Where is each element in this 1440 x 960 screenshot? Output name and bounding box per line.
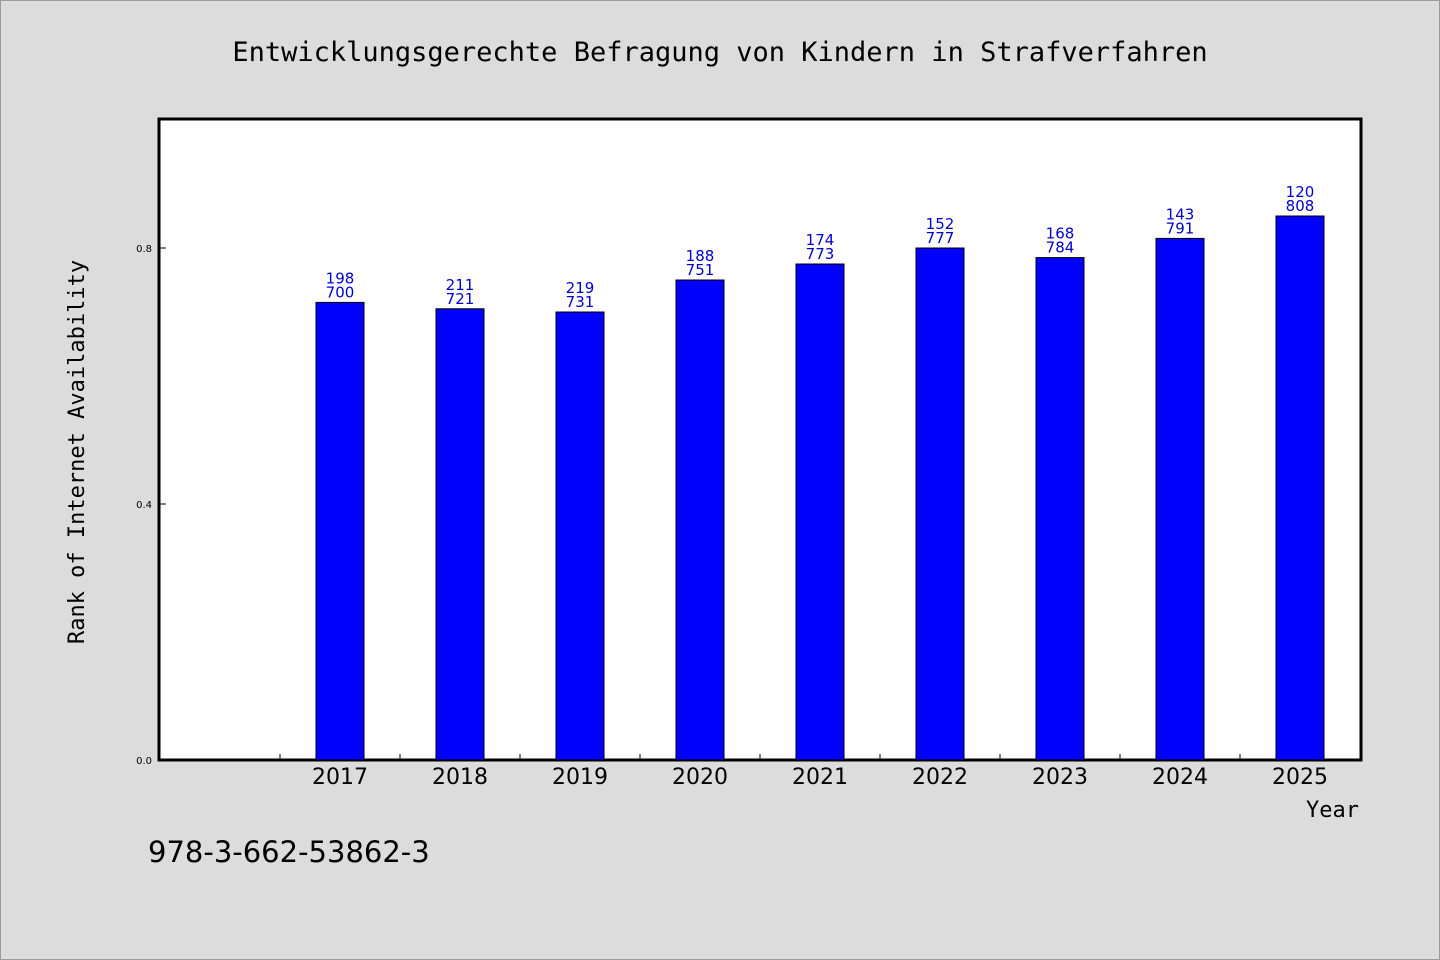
bar-label-bottom: 721 [446, 290, 475, 308]
bar-label-top: 188 [686, 247, 715, 265]
chart-title: Entwicklungsgerechte Befragung von Kinde… [232, 37, 1207, 68]
x-tick-label: 2023 [1032, 765, 1088, 790]
bars-group [315, 215, 1325, 761]
x-axis-label: Year [1306, 798, 1359, 823]
x-tick-label: 2018 [432, 765, 488, 790]
x-tick-label: 2024 [1152, 765, 1208, 790]
y-tick-label: 0.8 [136, 244, 152, 255]
bar-label-top: 143 [1166, 205, 1195, 223]
isbn-text: 978-3-662-53862-3 [148, 835, 430, 869]
bar-label-bottom: 791 [1166, 219, 1195, 237]
bar-label-top: 211 [446, 276, 475, 294]
bar-2023 [1035, 257, 1085, 761]
x-tick-label: 2019 [552, 765, 608, 790]
bar-2022 [915, 247, 965, 761]
y-tick-label: 0.4 [136, 500, 152, 511]
bar-label-top: 219 [566, 279, 595, 297]
y-axis-ticks: 0.0 0.4 0.8 [136, 244, 166, 767]
bar-label-bottom: 731 [566, 293, 595, 311]
bar-2017 [315, 301, 365, 761]
bar-2025 [1275, 215, 1325, 761]
bar-label-top: 198 [326, 269, 355, 287]
bar-label-top: 174 [806, 231, 835, 249]
bar-label-bottom: 777 [926, 229, 955, 247]
x-axis-ticks: 2017 2018 2019 2020 2021 2022 2023 2024 2025 [279, 754, 1361, 790]
bar-label-bottom: 784 [1046, 239, 1075, 257]
x-tick-label: 2021 [792, 765, 848, 790]
x-tick-label: 2022 [912, 765, 968, 790]
bar-2018 [435, 308, 485, 761]
x-tick-label: 2017 [312, 765, 368, 790]
bar-label-top: 152 [926, 215, 955, 233]
bar-label-bottom: 808 [1286, 197, 1315, 215]
x-tick-label: 2020 [672, 765, 728, 790]
x-tick-label: 2025 [1272, 765, 1328, 790]
bar-2021 [795, 263, 845, 761]
bar-label-top: 120 [1286, 183, 1315, 201]
bar-label-bottom: 751 [686, 261, 715, 279]
y-tick-label: 0.0 [136, 756, 152, 767]
bar-label-bottom: 773 [806, 245, 835, 263]
bar-2020 [675, 279, 725, 761]
bar-label-bottom: 700 [326, 283, 355, 301]
y-axis-label: Rank of Internet Availability [65, 260, 90, 644]
bar-label-top: 168 [1046, 225, 1075, 243]
bar-2019 [555, 311, 605, 761]
bar-2024 [1155, 237, 1205, 761]
